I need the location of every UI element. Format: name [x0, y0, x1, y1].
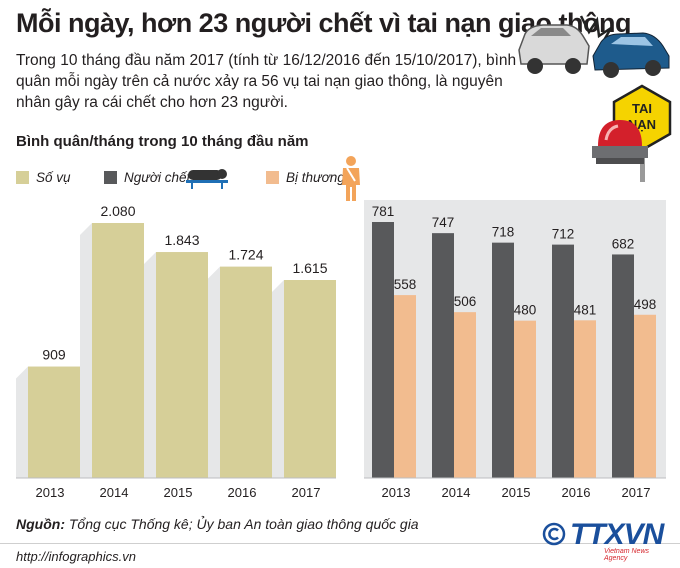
legend-item-nguoi-chet: Người chết [104, 170, 190, 185]
value-label-so-vu-2016: 1.724 [228, 247, 263, 263]
bar-so-vu-2016 [220, 266, 272, 478]
bar-bi-thuong-2015 [514, 320, 536, 478]
bar-nguoi-chet-2014 [432, 233, 454, 478]
value-label-bi-thuong-2015: 480 [514, 303, 537, 318]
value-label-bi-thuong-2016: 481 [574, 302, 597, 317]
bar-nguoi-chet-2013 [372, 222, 394, 478]
bar-nguoi-chet-2016 [552, 244, 574, 478]
intro-paragraph: Trong 10 tháng đầu năm 2017 (tính từ 16/… [16, 52, 517, 111]
legend-label-so-vu: Số vụ [36, 170, 71, 185]
value-label-nguoi-chet-2013: 781 [372, 204, 395, 219]
injured-person-icon [342, 156, 360, 201]
bar-bi-thuong-2016 [574, 320, 596, 478]
value-label-so-vu-2017: 1.615 [292, 260, 327, 276]
bar-so-vu-2015 [156, 252, 208, 478]
charts-canvas: 909 2013 2.080 2014 1.843 2015 1.724 2016 1.615 2… [16, 200, 666, 500]
legend-swatch-nguoi-chet [104, 171, 117, 184]
bar-so-vu-2014 [92, 223, 144, 478]
x-tick-right-2016: 2016 [562, 485, 591, 500]
x-tick-right-2017: 2017 [622, 485, 651, 500]
x-tick-left-2014: 2014 [100, 485, 129, 500]
logo-subtext: Vietnam News Agency [604, 548, 650, 562]
value-label-so-vu-2014: 2.080 [100, 203, 135, 219]
accident-sign-icon: TAI NẠN [592, 84, 672, 182]
source-text: Tổng cục Thống kê; Ủy ban An toàn giao t… [64, 516, 419, 532]
source-note: Nguồn: Tổng cục Thống kê; Ủy ban An toàn… [16, 516, 419, 532]
legend-swatch-so-vu [16, 171, 29, 184]
bar-so-vu-2017 [284, 280, 336, 478]
x-tick-left-2013: 2013 [36, 485, 65, 500]
x-tick-left-2015: 2015 [164, 485, 193, 500]
bar-bi-thuong-2017 [634, 314, 656, 478]
stretcher-icon [186, 169, 228, 189]
bar-bi-thuong-2013 [394, 295, 416, 478]
footer-url[interactable]: http://infographics.vn [16, 549, 136, 564]
value-label-bi-thuong-2014: 506 [454, 294, 477, 309]
value-label-nguoi-chet-2015: 718 [492, 225, 515, 240]
bar-so-vu-2013 [28, 366, 80, 478]
legend-item-bi-thuong: Bị thương [266, 170, 345, 185]
bar-nguoi-chet-2017 [612, 254, 634, 478]
value-label-nguoi-chet-2016: 712 [552, 227, 575, 242]
legend-item-so-vu: Số vụ [16, 170, 71, 185]
value-label-so-vu-2015: 1.843 [164, 232, 199, 248]
value-label-so-vu-2013: 909 [42, 347, 66, 363]
x-tick-right-2014: 2014 [442, 485, 471, 500]
legend-label-nguoi-chet: Người chết [124, 170, 191, 185]
bar-bi-thuong-2014 [454, 312, 476, 478]
value-label-bi-thuong-2017: 498 [634, 297, 657, 312]
x-tick-right-2013: 2013 [382, 485, 411, 500]
value-label-nguoi-chet-2017: 682 [612, 236, 635, 251]
chart-subtitle: Bình quân/tháng trong 10 tháng đầu năm [16, 133, 309, 150]
legend-swatch-bi-thuong [266, 171, 279, 184]
ttxvn-logo: TTXVN Vietnam News Agency [542, 518, 672, 562]
value-label-nguoi-chet-2014: 747 [432, 215, 455, 230]
source-label: Nguồn: [16, 516, 65, 532]
legend-label-bi-thuong: Bị thương [286, 170, 345, 185]
sign-line1: TAI [632, 101, 652, 116]
bar-nguoi-chet-2015 [492, 242, 514, 478]
footer-divider [0, 543, 680, 544]
x-tick-left-2016: 2016 [228, 485, 257, 500]
value-label-bi-thuong-2013: 558 [394, 277, 417, 292]
x-tick-left-2017: 2017 [292, 485, 321, 500]
chart-legend: Số vụ Người chết Bị thương [16, 170, 396, 198]
logo-text: TTXVN [570, 518, 664, 551]
x-tick-right-2015: 2015 [502, 485, 531, 500]
copyright-icon [542, 522, 566, 546]
car-crash-icon [518, 15, 670, 78]
